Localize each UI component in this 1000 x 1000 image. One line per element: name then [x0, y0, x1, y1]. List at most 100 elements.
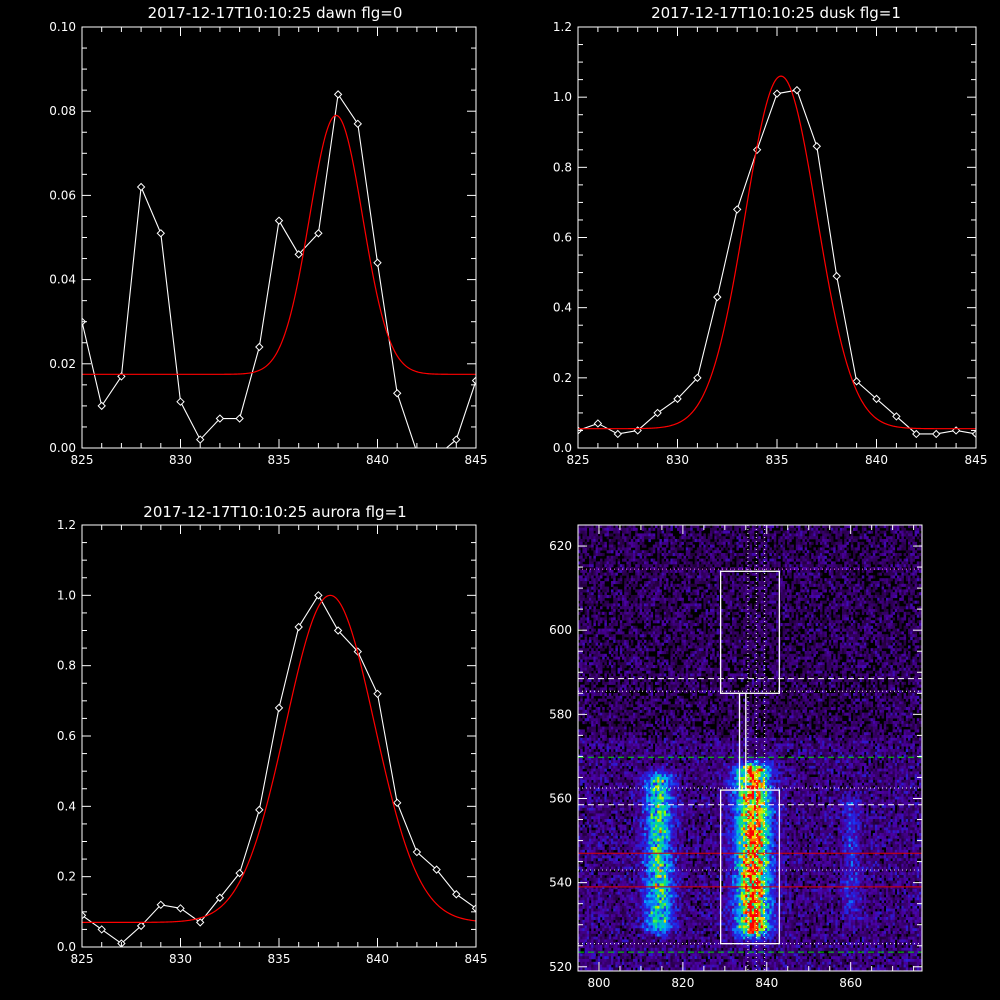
heat-cell: [635, 564, 638, 568]
heat-cell: [652, 799, 656, 803]
heat-cell: [589, 721, 592, 725]
heat-cell: [593, 905, 596, 909]
heat-cell: [602, 891, 605, 895]
heat-cell: [615, 737, 618, 741]
heat-cell: [589, 802, 592, 806]
heat-cell: [606, 746, 610, 750]
dawn-data-point: [274, 216, 284, 225]
heat-cell: [591, 754, 594, 758]
heat-cell: [602, 709, 605, 713]
heat-cell: [580, 625, 583, 629]
heat-cell: [602, 922, 605, 926]
heat-cell: [633, 964, 636, 968]
heat-cell: [595, 802, 599, 806]
heat-cell: [628, 877, 632, 881]
heat-cell: [652, 931, 656, 935]
heat-cell: [619, 967, 623, 971]
heat-cell: [622, 894, 625, 898]
heat-cell: [644, 917, 647, 921]
heat-cell: [600, 788, 603, 792]
heat-cell: [619, 732, 623, 736]
heat-cell: [578, 665, 581, 669]
heat-cell: [600, 525, 603, 529]
heat-cell: [595, 886, 599, 890]
heat-cell: [637, 908, 640, 912]
heat-cell: [641, 796, 645, 800]
heat-cell: [622, 855, 625, 859]
heat-cell: [626, 673, 629, 677]
heat-cell: [650, 712, 654, 716]
heat-cell: [628, 715, 632, 719]
heat-cell: [639, 880, 643, 884]
heat-cell: [624, 743, 627, 747]
heat-cell: [622, 701, 625, 705]
heat-cell: [580, 609, 583, 613]
heat-cell: [637, 777, 640, 781]
heat-cell: [600, 541, 603, 545]
heat-cell: [602, 603, 605, 607]
heat-cell: [591, 637, 594, 641]
heat-cell: [622, 595, 625, 599]
heat-cell: [630, 799, 634, 803]
heat-cell: [578, 875, 581, 879]
heat-cell: [646, 933, 649, 937]
heat-cell: [613, 819, 616, 823]
heat-cell: [630, 774, 634, 778]
heat-cell: [644, 754, 647, 758]
heat-cell: [589, 791, 592, 795]
heat-cell: [602, 877, 605, 881]
heat-cell: [606, 774, 610, 778]
heat-cell: [655, 821, 658, 825]
heat-cell: [589, 872, 592, 876]
heat-cell: [639, 855, 643, 859]
heat-cell: [595, 950, 599, 954]
heat-cell: [624, 589, 627, 593]
heat-cell: [644, 530, 647, 534]
heat-cell: [589, 953, 592, 957]
heat-cell: [639, 595, 643, 599]
heat-cell: [597, 830, 601, 834]
dusk-x-tick-label: 840: [865, 453, 888, 467]
heat-cell: [637, 763, 640, 767]
heat-cell: [628, 928, 632, 932]
heat-cell: [624, 704, 627, 708]
heat-cell: [644, 782, 647, 786]
heat-cell: [602, 875, 605, 879]
heat-cell: [619, 796, 623, 800]
heat-cell: [611, 827, 614, 831]
heat-cell: [652, 586, 656, 590]
heat-cell: [608, 967, 612, 971]
heat-cell: [648, 592, 651, 596]
heat-cell: [604, 684, 607, 688]
heat-cell: [624, 592, 627, 596]
heat-cell: [582, 791, 585, 795]
heat-cell: [602, 824, 605, 828]
heat-cell: [586, 701, 590, 705]
heat-cell: [637, 592, 640, 596]
heat-cell: [626, 791, 629, 795]
heat-cell: [657, 575, 660, 579]
heat-cell: [646, 936, 649, 940]
heat-cell: [615, 533, 618, 537]
heat-cell: [646, 687, 649, 691]
heat-cell: [641, 933, 645, 937]
heat-cell: [652, 911, 656, 915]
heat-cell: [637, 838, 640, 842]
heat-cell: [655, 575, 658, 579]
heat-cell: [619, 863, 623, 867]
heat-cell: [582, 777, 585, 781]
heat-cell: [602, 869, 605, 873]
heat-cell: [584, 637, 588, 641]
heat-cell: [641, 704, 645, 708]
heat-cell: [593, 589, 596, 593]
dusk-data-point: [613, 429, 623, 439]
heat-cell: [611, 959, 614, 963]
heat-cell: [635, 964, 638, 968]
heat-cell: [602, 698, 605, 702]
heat-cell: [600, 844, 603, 848]
heat-cell: [626, 953, 629, 957]
heat-cell: [617, 746, 621, 750]
heat-cell: [611, 665, 614, 669]
heat-cell: [578, 737, 581, 741]
heat-cell: [591, 793, 594, 797]
